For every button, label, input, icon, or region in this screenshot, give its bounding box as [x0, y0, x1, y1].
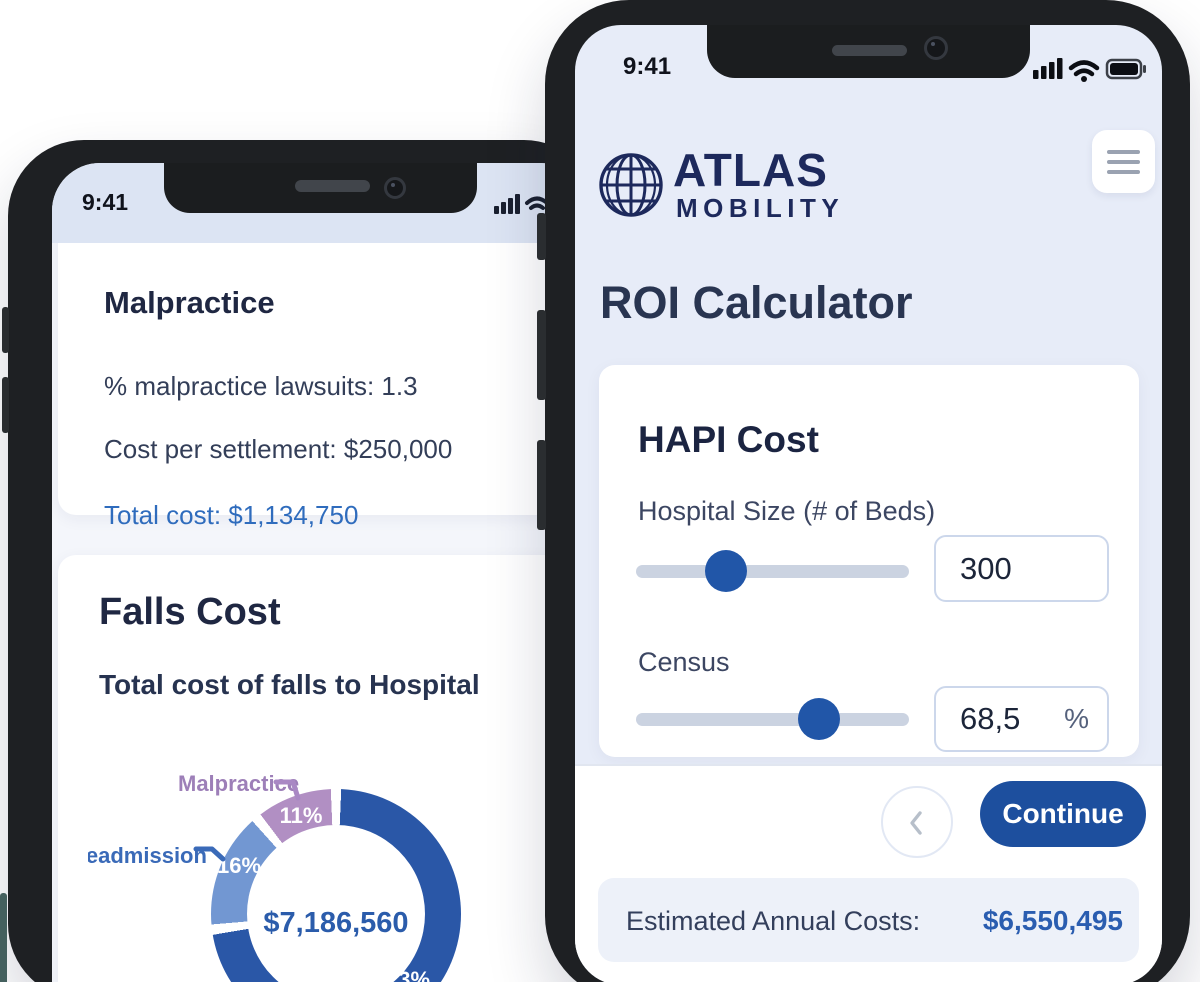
back-button[interactable] [881, 786, 953, 858]
donut-label-73pct: 73% [385, 967, 431, 982]
census-slider-track[interactable] [636, 713, 909, 726]
malpractice-card-title: Malpractice [104, 285, 275, 320]
census-input[interactable]: 68,5 % [934, 686, 1109, 752]
left-status-time: 9:41 [82, 189, 129, 215]
hospital-size-label: Hospital Size (# of Beds) [638, 496, 936, 526]
left-phone-frame: Malpractice % malpractice lawsuits: 1.3 … [0, 140, 600, 982]
hapi-cost-title: HAPI Cost [638, 419, 819, 460]
hospital-size-slider-thumb[interactable] [705, 550, 748, 592]
donut-ring: $7,186,560 [211, 789, 461, 982]
hamburger-menu-button[interactable] [1092, 130, 1155, 193]
logo-text-atlas: ATLAS [673, 144, 828, 196]
census-value: 68,5 [960, 701, 1021, 736]
right-status-time: 9:41 [623, 53, 672, 80]
malpractice-settlement-line: Cost per settlement: $250,000 [104, 434, 453, 464]
malpractice-card: Malpractice % malpractice lawsuits: 1.3 … [58, 223, 582, 530]
logo-text-mobility: MOBILITY [676, 193, 845, 223]
left-front-camera [384, 177, 406, 199]
left-speaker-grille [295, 180, 370, 192]
left-phone-edge-highlight [0, 893, 7, 982]
falls-cost-card: Falls Cost Total cost of falls to Hospit… [58, 555, 582, 982]
donut-callout-malpractice: Malpractice [178, 771, 300, 796]
donut-callout-readmission: Readmission [88, 843, 207, 868]
census-slider-thumb[interactable] [797, 698, 840, 740]
right-phone-mute-button [537, 213, 546, 260]
footer: Continue Estimated Annual Costs: $6,550,… [575, 766, 1162, 982]
census-label: Census [638, 647, 730, 677]
hospital-size-input[interactable]: 300 [934, 535, 1109, 602]
footer-separator [575, 764, 1162, 766]
hospital-size-slider-track[interactable] [636, 565, 909, 578]
right-phone-volume-up-button [537, 310, 546, 400]
back-chevron-icon [910, 811, 922, 835]
estimated-costs-box: Estimated Annual Costs: $6,550,495 [598, 878, 1139, 962]
right-status-icons [1033, 58, 1146, 82]
malpractice-lawsuits-line: % malpractice lawsuits: 1.3 [104, 371, 418, 401]
donut-center-value: $7,186,560 [263, 907, 409, 939]
falls-cost-title: Falls Cost [99, 591, 281, 633]
right-front-camera [924, 36, 948, 60]
page-title: ROI Calculator [600, 277, 913, 328]
estimated-costs-value: $6,550,495 [982, 905, 1123, 936]
hospital-size-slider[interactable] [636, 550, 909, 592]
globe-icon [599, 153, 663, 217]
hospital-size-value: 300 [960, 551, 1012, 586]
right-phone-screen: 9:41 [575, 25, 1162, 982]
left-phone-mute-button [2, 307, 9, 353]
census-percent-suffix: % [1064, 703, 1089, 734]
falls-donut-chart: $7,186,560 11% 16% 73% Malpractice Readm… [88, 765, 528, 982]
donut-label-16pct: 16% [216, 853, 262, 878]
right-phone-frame: 9:41 [537, 0, 1190, 982]
census-slider[interactable] [636, 698, 909, 740]
donut-label-11pct: 11% [279, 803, 323, 828]
right-phone-volume-down-button [537, 440, 546, 530]
left-phone-screen: Malpractice % malpractice lawsuits: 1.3 … [52, 163, 588, 982]
right-speaker-grille [832, 45, 907, 56]
continue-button[interactable]: Continue [980, 781, 1146, 847]
malpractice-total-cost: Total cost: $1,134,750 [104, 500, 359, 530]
left-phone-volume-button [2, 377, 9, 433]
estimated-costs-label: Estimated Annual Costs: [626, 906, 921, 936]
falls-cost-subtitle: Total cost of falls to Hospital [99, 669, 480, 700]
hamburger-menu-icon [1107, 150, 1140, 154]
